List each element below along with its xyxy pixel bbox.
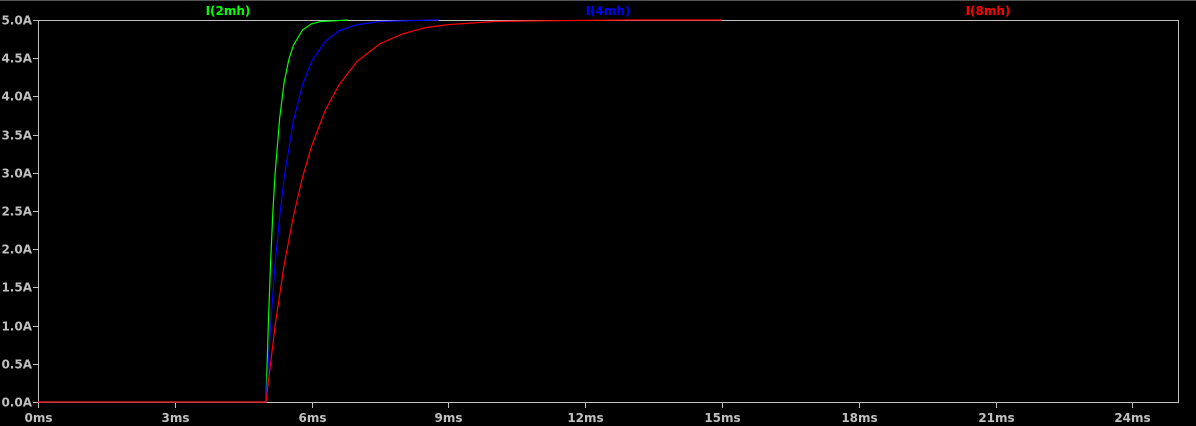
y-tick-label: 3.0A xyxy=(1,167,32,181)
y-axis: 0.0A 0.5A 1.0A 1.5A 2.0A 2.5A 3.0A 3.5A 4.0A 4.5A… xyxy=(1,14,38,410)
plot-frame xyxy=(38,20,1179,403)
y-tick-label: 5.0A xyxy=(1,14,32,28)
y-tick-label: 4.0A xyxy=(1,90,32,104)
x-tick-label: 9ms xyxy=(435,411,463,425)
x-tick-label: 21ms xyxy=(978,411,1014,425)
legend-entry: I(2mh) xyxy=(206,4,251,18)
x-tick-label: 6ms xyxy=(299,411,327,425)
y-tick-label: 0.0A xyxy=(1,396,32,410)
y-tick-label: 1.5A xyxy=(1,281,32,295)
x-axis: 0ms 3ms 6ms 9ms 12ms 15ms 18ms 21ms 24ms xyxy=(25,402,1151,425)
y-tick-label: 3.5A xyxy=(1,129,32,143)
y-tick-label: 1.0A xyxy=(1,320,32,334)
y-tick-label: 0.5A xyxy=(1,358,32,372)
trace-i4mh xyxy=(38,19,440,403)
y-tick-label: 2.5A xyxy=(1,205,32,219)
trace-i2mh xyxy=(38,19,349,403)
x-tick-label: 15ms xyxy=(704,411,740,425)
legend: I(2mh) I(4mh) I(8mh) xyxy=(206,4,1011,18)
x-tick-label: 3ms xyxy=(162,411,190,425)
legend-entry: I(4mh) xyxy=(586,4,631,18)
x-tick-label: 0ms xyxy=(25,411,53,425)
traces xyxy=(38,19,722,403)
x-tick-label: 18ms xyxy=(841,411,877,425)
x-tick-label: 12ms xyxy=(567,411,603,425)
trace-i8mh xyxy=(38,19,722,403)
x-tick-label: 24ms xyxy=(1114,411,1150,425)
y-tick-label: 2.0A xyxy=(1,243,32,257)
legend-entry: I(8mh) xyxy=(966,4,1011,18)
y-tick-label: 4.5A xyxy=(1,52,32,66)
